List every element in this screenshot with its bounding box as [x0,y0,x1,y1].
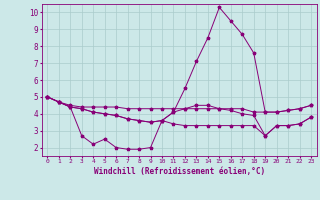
X-axis label: Windchill (Refroidissement éolien,°C): Windchill (Refroidissement éolien,°C) [94,167,265,176]
